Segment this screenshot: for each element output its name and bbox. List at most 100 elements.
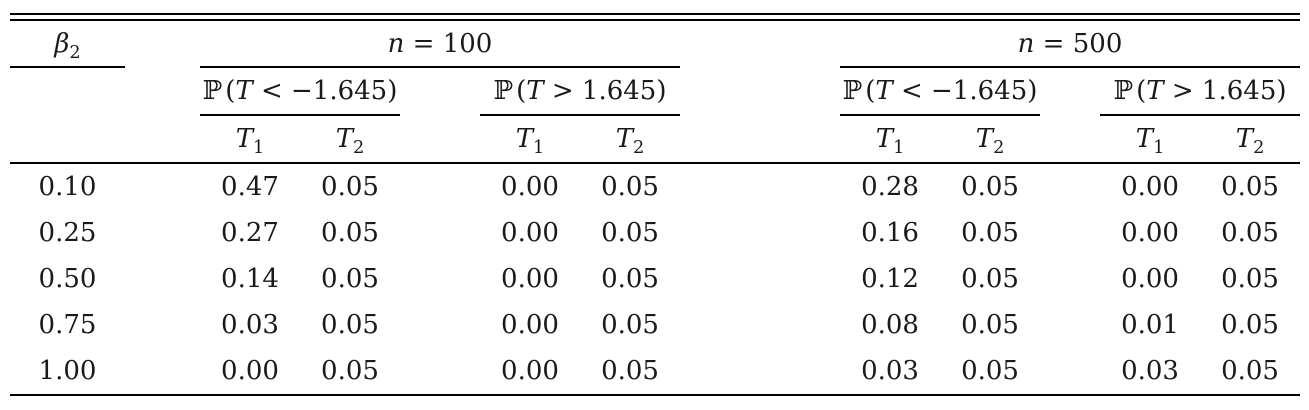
data-cell: 0.03 — [1100, 348, 1201, 396]
spacer-cell — [680, 348, 841, 396]
spacer-cell — [125, 256, 200, 302]
group-header-n500: n = 500 — [840, 21, 1301, 68]
results-table-wrapper: β2 n = 100 n = 500 ℙ (T < −1.645) ℙ (T > 1… — [10, 13, 1301, 396]
col-header-t2: T2 — [940, 115, 1041, 164]
group-header-row: β2 n = 100 n = 500 — [10, 21, 1301, 68]
T-var: T — [235, 124, 254, 154]
T-subscript: 1 — [893, 138, 905, 159]
T-var: T — [235, 76, 253, 106]
spacer-cell — [680, 163, 840, 210]
data-cell: 0.05 — [1200, 348, 1301, 396]
spacer-cell — [680, 256, 840, 302]
spacer-cell — [680, 302, 840, 348]
T-subscript: 1 — [533, 138, 545, 159]
T-var: T — [526, 76, 544, 106]
data-cell: 0.28 — [861, 172, 919, 202]
beta-symbol: β — [54, 28, 70, 59]
data-cell: 0.05 — [1221, 310, 1279, 340]
spacer-cell — [680, 21, 840, 67]
data-cell: 0.05 — [1221, 172, 1279, 202]
open-paren: ( — [865, 76, 876, 106]
data-cell: 0.12 — [861, 264, 919, 294]
T-var: T — [1146, 76, 1164, 106]
group-header-n100: n = 100 — [200, 21, 681, 68]
data-cell: 0.05 — [961, 264, 1019, 294]
data-cell: 0.00 — [501, 218, 559, 248]
prob-condition: < −1.645) — [892, 76, 1038, 106]
spacer-cell — [125, 302, 200, 348]
double-struck-P-icon: ℙ — [202, 76, 223, 106]
spacer-cell — [125, 348, 200, 396]
double-struck-P-icon: ℙ — [842, 76, 863, 106]
spacer-cell — [125, 163, 200, 210]
data-cell: 0.27 — [221, 218, 279, 248]
table-row: 0.25 0.27 0.05 0.00 0.05 0.16 0.05 0.00 … — [10, 210, 1300, 256]
T-subscript: 2 — [353, 138, 365, 159]
col-header-t1: T1 — [1100, 115, 1201, 164]
col-header-t1: T1 — [480, 115, 580, 164]
T-subscript: 2 — [1253, 138, 1265, 159]
data-cell: 0.05 — [580, 348, 681, 396]
spacer-cell — [400, 256, 480, 302]
table-row: 1.00 0.00 0.05 0.00 0.05 0.03 0.05 0.03 … — [10, 348, 1301, 396]
data-cell: 0.05 — [961, 218, 1019, 248]
data-cell: 0.00 — [501, 310, 559, 340]
data-cell: 0.00 — [1121, 264, 1179, 294]
empty-cell — [10, 67, 125, 115]
beta2-value: 0.75 — [38, 310, 97, 340]
T-subscript: 2 — [633, 138, 645, 159]
T-var: T — [875, 124, 894, 154]
beta2-value: 0.10 — [38, 172, 97, 202]
n-var: n — [1017, 28, 1035, 59]
data-cell: 0.47 — [221, 172, 279, 202]
beta2-value: 1.00 — [10, 348, 125, 396]
double-struck-P-icon: ℙ — [493, 76, 514, 106]
data-cell: 0.05 — [321, 264, 379, 294]
prob-condition: > 1.645) — [1163, 76, 1287, 106]
spacer-cell — [1040, 210, 1100, 256]
spacer-cell — [400, 210, 480, 256]
data-cell: 0.14 — [221, 264, 279, 294]
data-cell: 0.05 — [1221, 264, 1279, 294]
T-var: T — [1135, 124, 1154, 154]
data-cell: 0.05 — [601, 218, 659, 248]
spacer-cell — [1040, 67, 1100, 115]
open-paren: ( — [516, 76, 527, 106]
col-header-t1: T1 — [840, 115, 941, 164]
beta-subscript: 2 — [69, 42, 81, 63]
T-subscript: 1 — [253, 138, 265, 159]
prob-header-gt-n500: ℙ (T > 1.645) — [1100, 67, 1301, 116]
spacer-cell — [680, 67, 840, 115]
prob-header-lt-n100: ℙ (T < −1.645) — [200, 67, 400, 116]
data-cell: 0.05 — [961, 310, 1019, 340]
data-cell: 0.00 — [1121, 172, 1179, 202]
open-paren: ( — [1136, 76, 1147, 106]
spacer-cell — [125, 115, 200, 164]
T-var: T — [875, 76, 893, 106]
T-var: T — [615, 124, 634, 154]
spacer-cell — [1040, 348, 1101, 396]
data-cell: 0.05 — [321, 310, 379, 340]
data-cell: 0.05 — [300, 348, 400, 396]
data-cell: 0.05 — [961, 172, 1019, 202]
col-header-t2: T2 — [300, 115, 400, 164]
spacer-cell — [125, 210, 200, 256]
spacer-cell — [400, 115, 480, 164]
spacer-cell — [400, 163, 480, 210]
data-cell: 0.03 — [221, 310, 279, 340]
data-cell: 0.05 — [940, 348, 1041, 396]
spacer-cell — [400, 67, 480, 115]
spacer-cell — [400, 302, 480, 348]
data-cell: 0.00 — [1121, 218, 1179, 248]
col-header-t1: T1 — [200, 115, 300, 164]
top-double-rule — [10, 13, 1300, 21]
prob-condition: < −1.645) — [252, 76, 398, 106]
T-subscript: 1 — [1153, 138, 1165, 159]
col-header-t2: T2 — [580, 115, 681, 164]
spacer-cell — [400, 348, 480, 396]
n500-value: = 500 — [1034, 28, 1123, 59]
prob-header-lt-n500: ℙ (T < −1.645) — [840, 67, 1041, 116]
data-cell: 0.03 — [840, 348, 941, 396]
n-var: n — [387, 28, 405, 59]
data-cell: 0.00 — [480, 348, 580, 396]
